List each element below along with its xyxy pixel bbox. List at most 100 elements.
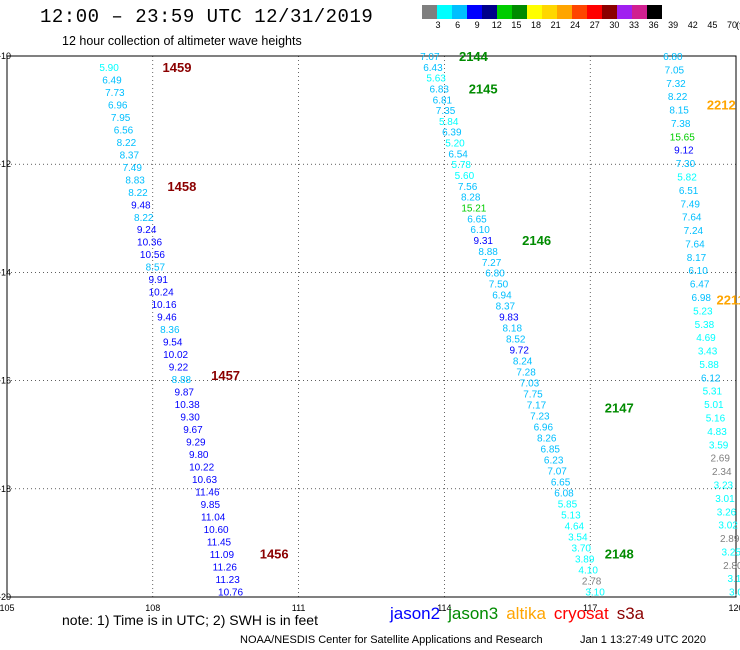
satellite-legend-jason2: jason2: [390, 604, 441, 623]
swh-value-label: 5.20: [445, 139, 465, 150]
swh-value-label: 5.01: [704, 400, 724, 411]
swh-value-label: 8.22: [134, 213, 154, 224]
swh-value-label: 4.69: [696, 333, 716, 344]
swh-value-label: 7.35: [436, 106, 456, 117]
swh-value-label: 6.81: [433, 95, 453, 106]
swh-value-label: 6.83: [430, 84, 450, 95]
page-title: 12:00 – 23:59 UTC 12/31/2019: [40, 6, 374, 28]
swh-value-label: 6.54: [448, 149, 468, 160]
swh-value-label: 9.24: [137, 225, 157, 236]
swh-value-label: 6.43: [423, 63, 443, 74]
color-scale-label: 39: [668, 20, 679, 30]
swh-value-label: 6.96: [534, 423, 554, 434]
swh-value-label: 8.57: [146, 263, 166, 274]
swh-value-label: 5.60: [455, 171, 475, 182]
lat-tick-label: -20: [0, 592, 11, 602]
swh-value-label: 11.45: [207, 538, 232, 549]
swh-value-label: 9.12: [674, 146, 694, 157]
swh-value-label: 10.16: [152, 300, 177, 311]
swh-value-label: 2.34: [712, 467, 732, 478]
swh-value-label: 6.80: [663, 52, 683, 63]
color-scale-label: 9: [474, 20, 480, 30]
timestamp-text: Jan 1 13:27:49 UTC 2020: [580, 634, 706, 646]
color-scale-label: 24: [570, 20, 581, 30]
swh-value-label: 11.09: [210, 550, 235, 561]
color-scale-swatch: [647, 5, 662, 19]
swh-value-label: 10.38: [175, 400, 200, 411]
color-scale-label: 36: [648, 20, 659, 30]
satellite-legend-s3a: s3a: [616, 604, 645, 623]
map-frame: [6, 55, 737, 598]
swh-value-label: 5.38: [695, 320, 715, 331]
swh-value-label: 2.78: [582, 577, 602, 588]
color-scale-label: 42: [687, 20, 698, 30]
swh-value-label: 7.50: [489, 280, 509, 291]
swh-value-label: 7.73: [105, 88, 125, 99]
swh-value-label: 7.49: [680, 199, 700, 210]
lon-tick-label: 117: [583, 603, 597, 613]
swh-value-label: 7.95: [111, 113, 131, 124]
swh-value-label: 5.84: [439, 117, 459, 128]
swh-value-label: 6.39: [442, 128, 462, 139]
swh-value-label: 5.78: [452, 160, 472, 171]
swh-value-label: 8.26: [537, 434, 557, 445]
swh-value-label: 3.26: [717, 507, 737, 518]
swh-value-label: 6.10: [688, 266, 708, 277]
pass-id-label: 2144: [459, 49, 489, 64]
swh-value-label: 6.94: [492, 291, 512, 302]
color-scale-label: 6: [455, 20, 461, 30]
satellite-legend-altika: altika: [506, 604, 546, 623]
swh-value-label: 11.46: [195, 488, 220, 499]
swh-value-label: 6.96: [108, 100, 128, 111]
color-scale-swatch: [602, 5, 617, 19]
swh-value-label: 10.02: [163, 350, 188, 361]
color-scale-swatch: [632, 5, 647, 19]
swh-value-label: 5.63: [426, 74, 446, 85]
lat-tick-label: -16: [0, 376, 11, 386]
color-scale-label: 30: [609, 20, 620, 30]
swh-value-label: 6.80: [485, 269, 505, 280]
swh-value-label: 9.91: [149, 275, 169, 286]
color-scale-swatch: [587, 5, 602, 19]
swh-value-label: 8.83: [125, 175, 145, 186]
pass-id-label: 1459: [163, 60, 192, 75]
color-scale-bar: [422, 5, 662, 19]
swh-value-label: 7.07: [547, 467, 567, 478]
lat-tick-label: -10: [0, 51, 11, 61]
footer-note: note: 1) Time is in UTC; 2) SWH is in fe…: [62, 612, 318, 628]
lon-tick-label: 111: [292, 603, 306, 613]
swh-value-label: 8.88: [172, 375, 192, 386]
color-scale-swatch: [482, 5, 497, 19]
color-scale-label: 70: [726, 20, 738, 30]
satellite-legend-jason3: jason3: [448, 604, 499, 623]
swh-value-label: 6.98: [692, 293, 712, 304]
swh-value-label: 2.80: [723, 561, 740, 572]
color-scale-swatch: [527, 5, 542, 19]
lat-tick-label: -18: [0, 484, 11, 494]
swh-value-label: 3.0: [729, 588, 740, 599]
swh-value-label: 6.51: [679, 186, 699, 197]
color-scale-swatch: [467, 5, 482, 19]
swh-value-label: 8.37: [120, 150, 140, 161]
swh-value-label: 8.36: [160, 325, 180, 336]
color-scale-swatch: [437, 5, 452, 19]
swh-value-label: 7.49: [122, 163, 142, 174]
swh-value-label: 5.90: [99, 63, 119, 74]
color-scale-label: 27: [589, 20, 600, 30]
lat-tick-label: -12: [0, 159, 11, 169]
swh-value-label: 11.23: [216, 575, 241, 586]
swh-value-label: 3.1: [727, 574, 740, 585]
swh-value-label: 7.56: [458, 182, 478, 193]
swh-value-label: 6.47: [690, 280, 710, 291]
swh-value-label: 8.22: [668, 92, 688, 103]
color-scale-label: 33: [628, 20, 640, 30]
color-scale-swatch: [422, 5, 437, 19]
swh-value-label: 3.02: [718, 521, 738, 532]
swh-value-label: 11.04: [201, 513, 226, 524]
swh-value-label: 7.38: [671, 119, 691, 130]
color-scale-label: 18: [530, 20, 542, 30]
swh-value-label: 7.24: [684, 226, 704, 237]
swh-value-label: 9.54: [163, 338, 183, 349]
